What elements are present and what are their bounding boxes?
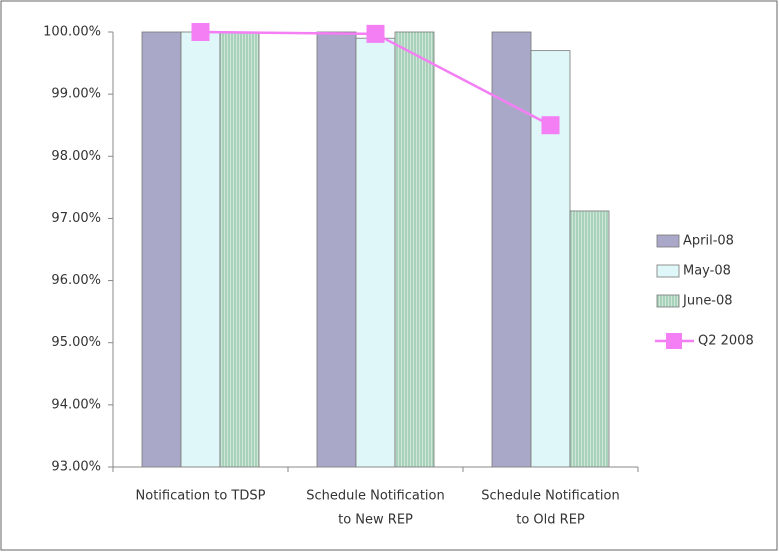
y-tick-label: 94.00% (51, 397, 101, 412)
x-tick-label: to Old REP (516, 513, 585, 528)
y-tick-label: 100.00% (43, 25, 101, 40)
legend-label: Q2 2008 (698, 334, 754, 349)
legend-label: June-08 (682, 294, 733, 309)
legend-swatch (656, 294, 680, 308)
legend-label: May-08 (683, 264, 731, 279)
y-tick-label: 99.00% (51, 87, 101, 102)
y-tick-label: 97.00% (51, 211, 101, 226)
bar (355, 37, 396, 468)
bar (569, 210, 610, 468)
bar (530, 50, 571, 468)
legend-label: April-08 (683, 234, 734, 249)
marker (541, 116, 560, 135)
legend-swatch (656, 234, 680, 248)
bar (394, 31, 435, 468)
legend-marker (666, 333, 682, 349)
x-tick-label: Schedule Notification (481, 489, 619, 504)
legend-swatch (656, 264, 680, 278)
y-tick-label: 95.00% (51, 335, 101, 350)
x-tick-label: Schedule Notification (306, 489, 444, 504)
bar (141, 31, 182, 468)
bar (180, 31, 221, 468)
marker (191, 23, 210, 41)
bar (316, 31, 357, 468)
y-tick-label: 93.00% (51, 460, 101, 475)
y-tick-label: 96.00% (51, 273, 101, 288)
y-tick-label: 98.00% (51, 149, 101, 164)
marker (366, 24, 385, 43)
x-tick-label: to New REP (338, 513, 413, 528)
bar (219, 31, 260, 468)
x-tick-label: Notification to TDSP (136, 489, 266, 504)
